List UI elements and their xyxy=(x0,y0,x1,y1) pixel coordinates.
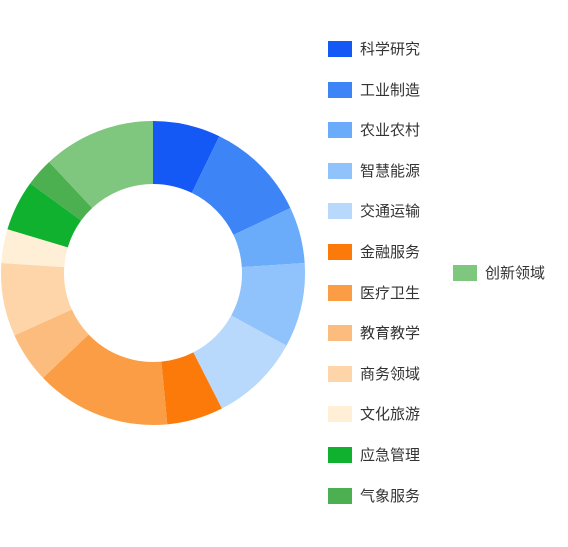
donut-slice-10[interactable] xyxy=(1,229,68,268)
legend-item-10[interactable]: 文化旅游 xyxy=(328,403,420,425)
legend-item-8[interactable]: 教育教学 xyxy=(328,322,420,344)
legend-swatch xyxy=(328,81,352,98)
legend-swatch xyxy=(328,162,352,179)
legend-label: 气象服务 xyxy=(360,486,421,505)
legend-label: 交通运输 xyxy=(360,202,421,221)
legend-item-11[interactable]: 应急管理 xyxy=(328,444,420,466)
donut-slice-7[interactable] xyxy=(43,334,168,426)
legend-swatch xyxy=(328,365,352,382)
legend-item-6[interactable]: 金融服务 xyxy=(328,241,420,263)
legend-label: 商务领域 xyxy=(360,364,421,383)
donut-slice-5[interactable] xyxy=(193,315,287,409)
legend-label: 智慧能源 xyxy=(360,161,421,180)
legend-label: 农业农村 xyxy=(360,121,421,140)
legend-label: 工业制造 xyxy=(360,80,421,99)
legend-swatch xyxy=(328,41,352,57)
donut-slice-1[interactable] xyxy=(153,121,220,193)
donut-slice-9[interactable] xyxy=(1,263,72,336)
legend-swatch xyxy=(328,284,352,301)
legend-swatch xyxy=(328,325,352,342)
donut-slice-8[interactable] xyxy=(14,309,89,378)
legend-swatch xyxy=(328,406,352,423)
legend-swatch xyxy=(328,447,352,463)
legend-swatch xyxy=(453,265,477,281)
legend-item-9[interactable]: 商务领域 xyxy=(328,363,420,385)
legend-item-12[interactable]: 气象服务 xyxy=(328,485,420,507)
donut-slice-3[interactable] xyxy=(233,207,305,268)
legend-label: 金融服务 xyxy=(360,243,421,261)
legend-item-1[interactable]: 科学研究 xyxy=(328,38,420,60)
legend-label: 教育教学 xyxy=(360,324,421,343)
legend-label: 应急管理 xyxy=(360,446,421,464)
donut-slice-12[interactable] xyxy=(30,162,93,221)
legend-label: 文化旅游 xyxy=(360,405,421,424)
legend-swatch xyxy=(328,487,352,504)
legend-label: 科学研究 xyxy=(360,40,421,58)
legend-swatch xyxy=(328,203,352,220)
donut-slice-11[interactable] xyxy=(7,183,82,248)
legend-item-4[interactable]: 智慧能源 xyxy=(328,160,420,182)
legend-swatch xyxy=(328,122,352,139)
legend-label: 创新领域 xyxy=(485,264,546,282)
donut-slice-6[interactable] xyxy=(161,352,222,425)
legend-item-7[interactable]: 医疗卫生 xyxy=(328,282,420,304)
legend-item-2[interactable]: 工业制造 xyxy=(328,79,420,101)
donut-slice-13[interactable] xyxy=(49,121,154,209)
donut-slice-2[interactable] xyxy=(191,136,291,235)
donut-slice-4[interactable] xyxy=(231,263,305,346)
legend-item-13[interactable]: 创新领域 xyxy=(453,262,545,284)
legend-item-5[interactable]: 交通运输 xyxy=(328,200,420,222)
legend-label: 医疗卫生 xyxy=(360,283,421,302)
slices-group xyxy=(1,121,305,426)
legend-swatch xyxy=(328,244,352,260)
legend-item-3[interactable]: 农业农村 xyxy=(328,119,420,141)
